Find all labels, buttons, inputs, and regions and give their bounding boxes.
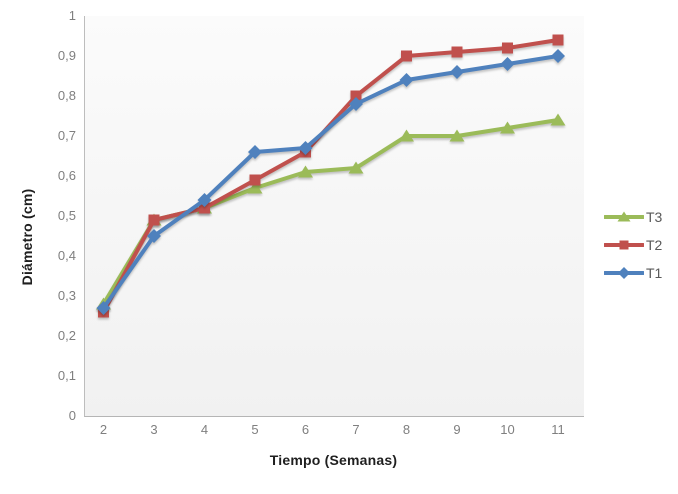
- x-tick-label: 7: [352, 422, 360, 437]
- square-marker: [502, 42, 513, 54]
- legend-item-T2: T2: [604, 237, 662, 253]
- triangle-marker: [449, 129, 465, 142]
- square-marker: [401, 50, 412, 62]
- square-marker: [350, 90, 362, 102]
- triangle-marker: [399, 129, 414, 142]
- square-marker: [619, 240, 629, 250]
- legend-item-T3: T3: [604, 209, 662, 225]
- x-tick-label: 3: [150, 422, 158, 437]
- square-marker: [148, 214, 160, 226]
- triangle-marker: [617, 211, 631, 222]
- legend-key-square-icon: [604, 237, 644, 253]
- x-tick-label: 2: [99, 422, 108, 437]
- x-tick-label: 4: [200, 422, 209, 437]
- y-tick-label: 0,3: [57, 288, 76, 303]
- triangle-marker: [247, 181, 263, 194]
- x-tick-label: 11: [551, 422, 565, 437]
- x-tick-label: 8: [402, 422, 411, 437]
- legend-label: T1: [646, 265, 663, 281]
- plot-area: [84, 16, 584, 417]
- diamond-marker: [450, 65, 464, 79]
- y-tick-label: 1: [68, 8, 76, 23]
- legend: T3 T2 T1: [604, 209, 662, 281]
- plot-series-svg: [96, 34, 566, 318]
- legend-label: T3: [646, 209, 663, 225]
- diamond-marker: [197, 193, 212, 207]
- legend-key-triangle-icon: [604, 209, 644, 225]
- square-marker: [199, 202, 210, 214]
- x-tick-label: 9: [453, 422, 461, 437]
- triangle-marker: [500, 121, 515, 134]
- diamond-marker: [500, 57, 515, 71]
- square-marker: [451, 46, 463, 58]
- diamond-marker: [551, 49, 565, 63]
- square-marker: [249, 174, 261, 186]
- square-marker: [552, 34, 564, 46]
- y-tick-label: 0: [68, 408, 76, 423]
- diamond-marker: [618, 267, 630, 279]
- diamond-marker: [248, 145, 262, 159]
- legend-item-T1: T1: [604, 265, 662, 281]
- y-tick-label: 0,8: [57, 88, 76, 103]
- y-tick-label: 0,6: [57, 168, 76, 183]
- series-T3-line: [101, 118, 560, 306]
- y-tick-label: 0,4: [57, 248, 76, 263]
- y-tick-label: 0,7: [57, 128, 76, 143]
- series-T1: [96, 49, 565, 315]
- triangle-marker: [348, 161, 364, 174]
- series-T3: [96, 113, 566, 310]
- diamond-marker: [96, 301, 111, 315]
- diamond-marker: [147, 229, 161, 243]
- series-T1-line: [101, 54, 560, 310]
- legend-key-diamond-icon: [604, 265, 644, 281]
- series-T2-line: [101, 38, 560, 314]
- y-tick-label: 0,2: [57, 328, 76, 343]
- y-tick-label: 0,1: [57, 368, 76, 383]
- legend-label: T2: [646, 237, 663, 253]
- diamond-marker: [349, 97, 363, 111]
- x-tick-label: 10: [500, 422, 515, 437]
- y-axis-title: Diámetro (cm): [19, 188, 35, 286]
- x-tick-label: 6: [301, 422, 310, 437]
- triangle-marker: [550, 113, 566, 126]
- y-tick-label: 0,5: [57, 208, 76, 223]
- diamond-marker: [298, 141, 313, 155]
- series-T2: [98, 34, 564, 318]
- x-tick-label: 5: [251, 422, 259, 437]
- triangle-marker: [298, 165, 313, 178]
- x-axis-title: Tiempo (Semanas): [269, 452, 398, 468]
- diamond-marker: [399, 73, 414, 87]
- y-tick-label: 0,9: [57, 48, 76, 63]
